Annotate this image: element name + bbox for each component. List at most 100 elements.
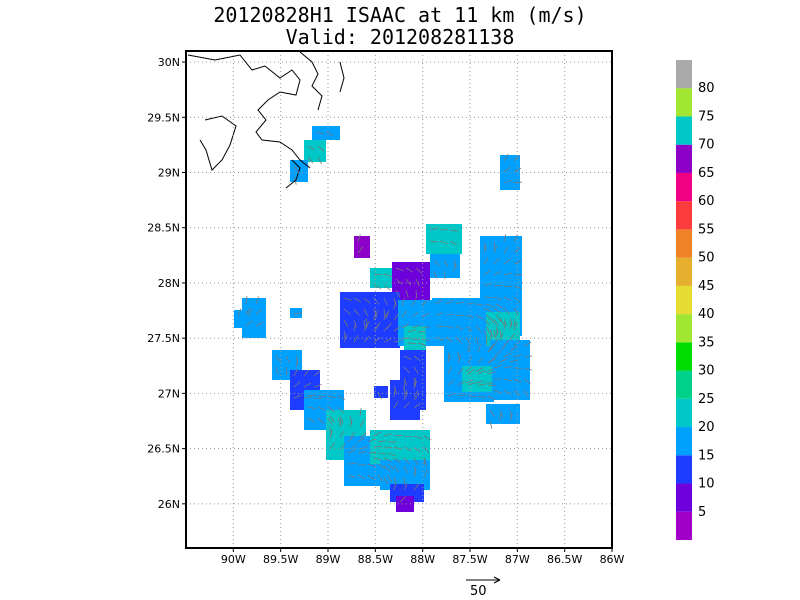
wind-vector-35	[415, 278, 420, 287]
wind-vector-80	[401, 337, 410, 340]
coastline-segment-3	[339, 61, 345, 93]
wind-vector-312	[367, 474, 375, 481]
colorbar-box-8	[676, 285, 692, 315]
wind-vector-341	[393, 465, 400, 473]
wind-vector-259	[275, 366, 279, 375]
wind-vector-149	[513, 247, 520, 254]
wind-vector-98	[445, 313, 455, 316]
wind-vector-267	[303, 369, 310, 377]
wind-vector-27	[357, 246, 364, 254]
wind-vector-17	[439, 240, 448, 244]
wind-vector-291	[339, 430, 344, 439]
wind-vector-261	[285, 366, 288, 375]
wind-vector-345	[413, 465, 417, 474]
colorbar-box-16	[676, 60, 692, 89]
reference-vector-label: 50	[470, 584, 487, 599]
colorbar-label-0: 5	[698, 505, 706, 520]
wind-vector-56	[373, 297, 380, 305]
wind-vector-348	[423, 469, 428, 478]
colorbar-label-15: 80	[698, 81, 715, 96]
wind-vector-143	[503, 285, 512, 288]
wind-vector-337	[423, 446, 430, 454]
wind-vector-288	[329, 442, 336, 450]
wind-vector-176	[493, 389, 502, 394]
wind-vector-168	[509, 321, 513, 330]
wind-vector-100	[445, 336, 453, 343]
wind-vector-137	[493, 318, 499, 327]
wind-vector-41	[343, 297, 352, 301]
colorbar-label-1: 10	[698, 477, 715, 492]
wind-vector-323	[373, 457, 382, 461]
wind-vector-113	[485, 303, 494, 308]
y-tick-label-0: 30N	[158, 56, 180, 69]
wind-vector-5	[317, 156, 323, 165]
wind-vector-343	[403, 465, 408, 474]
wind-vector-189	[523, 367, 532, 371]
wind-vector-238	[403, 355, 412, 360]
wind-vector-95	[435, 325, 445, 328]
wind-vector-311	[367, 463, 376, 467]
wind-vector-63	[383, 312, 388, 321]
wind-vector-77	[401, 298, 405, 307]
wind-vector-110	[475, 314, 484, 320]
wind-vector-232	[255, 296, 259, 305]
wind-vector-144	[503, 296, 512, 302]
wind-vector-28	[395, 267, 404, 272]
wind-vector-2	[307, 145, 316, 151]
wind-vector-65	[383, 338, 392, 343]
wind-vector-236	[247, 309, 253, 317]
wind-vector-352	[399, 496, 407, 503]
colorbar-box-12	[676, 172, 692, 202]
wind-vector-82	[411, 311, 419, 318]
wind-vector-97	[445, 300, 454, 305]
wind-vector-148	[513, 234, 518, 243]
wind-vector-253	[403, 401, 410, 409]
wind-vector-243	[413, 355, 421, 362]
colorbar-box-3	[676, 427, 692, 456]
wind-vector-75	[385, 310, 390, 319]
colorbar-label-10: 55	[698, 222, 715, 237]
wind-vector-70	[393, 339, 402, 343]
wind-vector-179	[503, 366, 512, 369]
wind-vector-174	[493, 364, 502, 369]
wind-vector-150	[513, 260, 522, 265]
wind-vector-15	[429, 240, 438, 243]
y-tick-label-1: 29.5N	[147, 111, 180, 124]
wind-vector-123	[483, 256, 489, 265]
wind-vector-140	[503, 246, 509, 254]
wind-vector-264	[293, 368, 299, 377]
wind-vector-49	[353, 323, 356, 332]
y-tick-label-4: 28N	[158, 277, 180, 290]
wind-vector-199	[447, 355, 450, 364]
wind-vector-254	[413, 378, 417, 387]
wind-vector-38	[373, 284, 382, 290]
wind-vector-224	[465, 379, 474, 384]
colorbar-box-6	[676, 342, 692, 371]
reference-vector-head	[493, 576, 501, 584]
wind-vector-58	[373, 312, 377, 321]
wind-vector-139	[503, 234, 507, 243]
wind-vector-240	[403, 377, 408, 386]
wind-vector-94	[435, 312, 444, 316]
wind-vector-339	[383, 465, 391, 472]
wind-vector-120	[495, 329, 499, 338]
wind-vector-322	[373, 445, 382, 448]
wind-vector-340	[383, 476, 389, 485]
wind-vector-117	[495, 303, 504, 309]
wind-vector-59	[373, 324, 379, 332]
wind-cell-0	[312, 126, 340, 140]
wind-vector-309	[367, 438, 376, 443]
wind-vector-273	[307, 394, 316, 397]
chart-title: 20120828H1 ISAAC at 11 km (m/s)	[213, 3, 587, 27]
wind-vector-25	[453, 263, 456, 272]
wind-vector-169	[509, 333, 515, 341]
wind-vector-234	[255, 321, 264, 327]
colorbar-box-2	[676, 455, 692, 484]
wind-vector-72	[365, 321, 370, 330]
wind-vector-44	[343, 330, 346, 339]
wind-vector-157	[489, 317, 496, 325]
wind-vector-74	[375, 321, 381, 330]
wind-vector-87	[421, 326, 430, 329]
wind-vector-12	[513, 167, 522, 173]
map-frame	[185, 50, 613, 549]
